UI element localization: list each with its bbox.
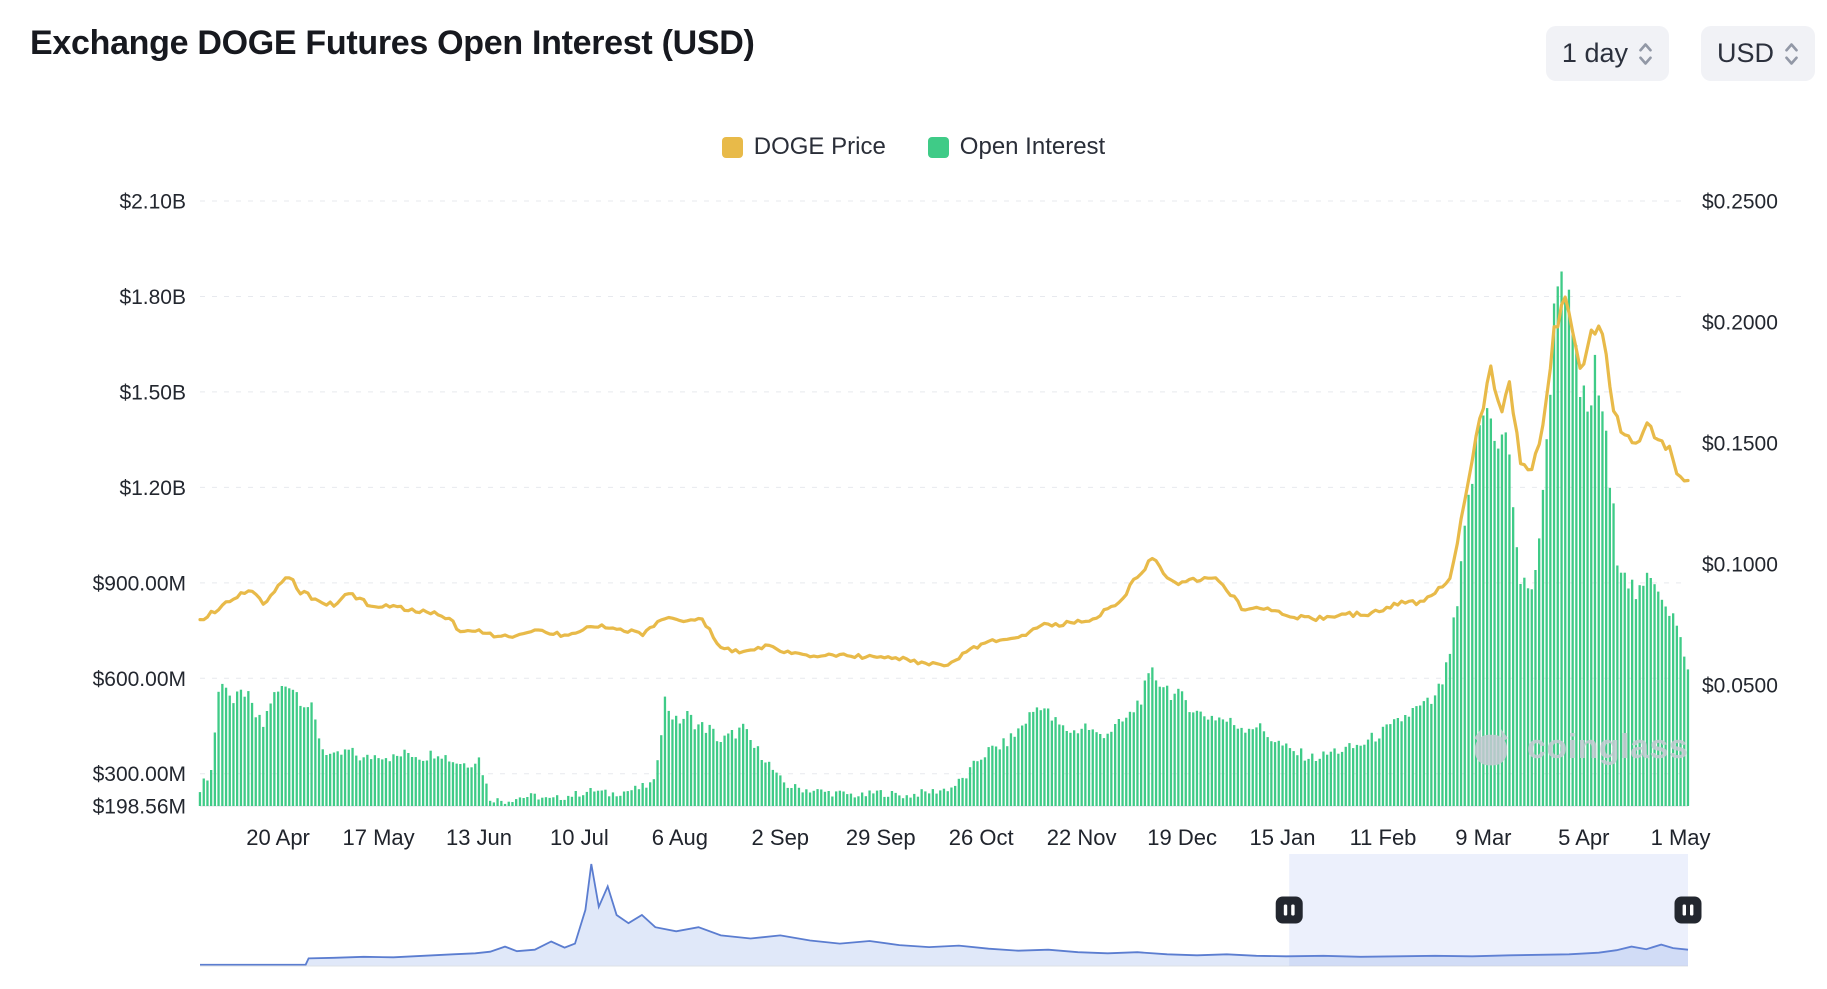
- navigator-handle-left-pause-icon: [1283, 904, 1288, 916]
- chart-legend: DOGE Price Open Interest: [0, 132, 1827, 162]
- y-left-tick-label: $900.00M: [93, 572, 186, 595]
- navigator-handle-left[interactable]: [1275, 896, 1303, 924]
- open-interest-bars: [198, 271, 1690, 806]
- y-right-tick-label: $0.1000: [1702, 554, 1778, 577]
- interval-select[interactable]: 1 day: [1545, 26, 1669, 81]
- interval-select-value: 1 day: [1561, 38, 1628, 68]
- navigator-line: [200, 863, 1689, 966]
- updown-chevron-icon: [1785, 42, 1798, 65]
- navigator-area: [200, 864, 1688, 966]
- y-left-tick-label: $1.50B: [119, 381, 186, 404]
- x-tick-label: 6 Aug: [652, 825, 708, 850]
- plot-area[interactable]: [200, 171, 1688, 806]
- x-tick-label: 13 Jun: [446, 825, 512, 850]
- navigator-handle-right[interactable]: [1674, 896, 1702, 924]
- doge-price-line: [198, 295, 1690, 668]
- x-tick-label: 9 Mar: [1455, 825, 1511, 850]
- y-right-tick-label: $0.2000: [1702, 312, 1778, 335]
- y-right-tick-label: $0.1500: [1702, 433, 1778, 456]
- navigator-handle-left-pause-icon: [1291, 904, 1295, 916]
- x-tick-label: 29 Sep: [846, 825, 916, 850]
- updown-chevron-icon: [1639, 42, 1652, 65]
- x-tick-label: 15 Jan: [1249, 825, 1315, 850]
- y-left-tick-label: $198.56M: [93, 796, 186, 819]
- x-tick-label: 11 Feb: [1350, 825, 1417, 850]
- navigator-handle-right-pause-icon: [1690, 904, 1694, 916]
- chart-controls: 1 day USD: [1545, 26, 1815, 81]
- page-title: Exchange DOGE Futures Open Interest (USD…: [30, 24, 755, 62]
- y-left-tick-label: $1.20B: [119, 477, 186, 500]
- navigator-handle-right-pause-icon: [1682, 904, 1686, 916]
- legend-item-open-interest[interactable]: Open Interest: [927, 133, 1106, 161]
- y-left-tick-label: $300.00M: [93, 763, 186, 786]
- x-tick-label: 19 Dec: [1147, 825, 1217, 850]
- x-axis-labels: 20 Apr 17 May 13 Jun 10 Jul 6 Aug 2 Sep 29 Sep…: [246, 825, 1710, 850]
- navigator-selection[interactable]: [1289, 854, 1688, 966]
- open-interest-swatch: [927, 136, 949, 158]
- gridlines: [200, 200, 1688, 775]
- x-tick-label: 17 May: [343, 825, 415, 850]
- y-left-tick-label: $600.00M: [93, 668, 186, 691]
- y-left-tick-label: $1.80B: [119, 286, 186, 309]
- y-axis-right-labels: $0.0500 $0.1000 $0.1500 $0.2000 $0.2500: [1702, 191, 1778, 698]
- x-tick-label: 26 Oct: [949, 825, 1014, 850]
- y-left-tick-label: $2.10B: [119, 191, 186, 214]
- x-tick-label: 20 Apr: [246, 825, 310, 850]
- x-tick-label: 22 Nov: [1047, 825, 1117, 850]
- x-tick-label: 1 May: [1651, 825, 1711, 850]
- legend-item-doge-price[interactable]: DOGE Price: [721, 133, 886, 161]
- x-tick-label: 2 Sep: [752, 825, 810, 850]
- x-tick-label: 5 Apr: [1558, 825, 1609, 850]
- legend-label: DOGE Price: [753, 133, 886, 160]
- currency-select-value: USD: [1716, 38, 1774, 68]
- doge-price-swatch: [721, 136, 743, 158]
- y-axis-left-labels: $198.56M $300.00M $600.00M $900.00M $1.20B $1…: [93, 191, 186, 819]
- y-right-tick-label: $0.2500: [1702, 191, 1778, 214]
- x-tick-label: 10 Jul: [550, 825, 609, 850]
- y-right-tick-label: $0.0500: [1702, 675, 1778, 698]
- navigator-track[interactable]: [200, 854, 1688, 966]
- legend-label: Open Interest: [959, 133, 1106, 160]
- currency-select[interactable]: USD: [1700, 26, 1815, 81]
